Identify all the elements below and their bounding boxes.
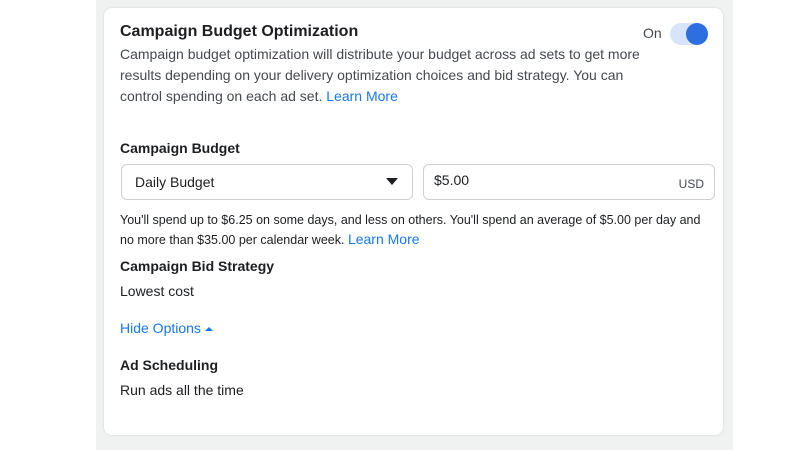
campaign-budget-label: Campaign Budget [120, 140, 240, 156]
budget-amount-value: $5.00 [434, 172, 470, 188]
bid-strategy-label: Campaign Bid Strategy [120, 258, 275, 274]
currency-label: USD [678, 177, 704, 191]
ad-scheduling-label: Ad Scheduling [120, 357, 218, 373]
section-title: Campaign Budget Optimization [120, 23, 359, 40]
ad-scheduling-value: Run ads all the time [120, 382, 244, 398]
budget-type-value: Daily Budget [135, 174, 215, 190]
campaign-budget-card: Campaign Budget Optimization On Campaign… [104, 8, 723, 435]
hide-options-link[interactable]: Hide Options [120, 320, 213, 336]
help-text: You'll spend up to $6.25 on some days, a… [120, 213, 701, 247]
budget-amount-input[interactable]: $5.00 USD [423, 164, 715, 200]
toggle-knob [686, 23, 708, 45]
budget-help-text: You'll spend up to $6.25 on some days, a… [120, 211, 710, 250]
bid-strategy-value: Lowest cost [120, 283, 194, 299]
cbo-description: Campaign budget optimization will distri… [120, 44, 640, 107]
toggle-state-label: On [643, 25, 662, 41]
description-text: Campaign budget optimization will distri… [120, 46, 640, 104]
caret-up-icon [204, 327, 213, 332]
hide-options-label: Hide Options [120, 320, 201, 336]
cbo-toggle[interactable] [670, 23, 708, 45]
budget-learn-more-link[interactable]: Learn More [347, 231, 420, 247]
budget-type-dropdown[interactable]: Daily Budget [121, 164, 413, 200]
learn-more-link[interactable]: Learn More [326, 88, 398, 104]
caret-down-icon [386, 178, 398, 185]
